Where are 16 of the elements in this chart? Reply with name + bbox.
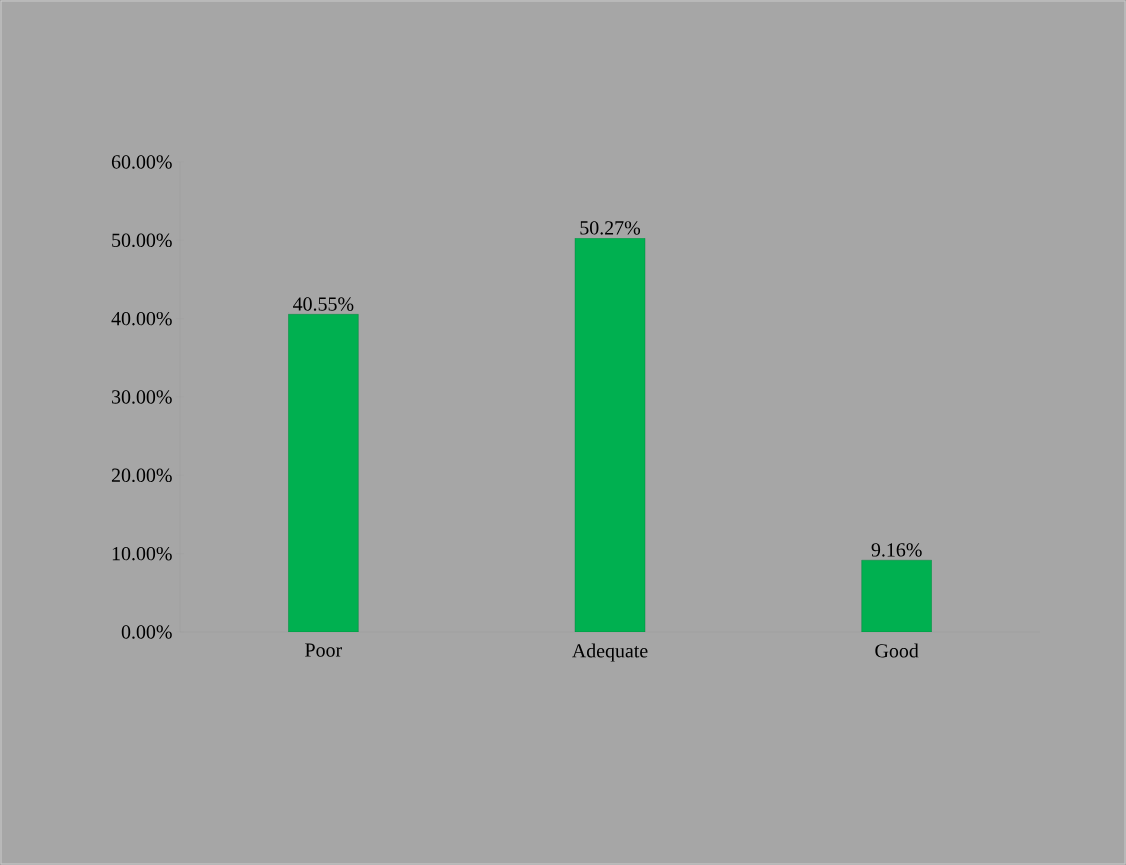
data-label: 50.27% bbox=[580, 221, 641, 235]
y-tick-label: 50.00% bbox=[112, 233, 172, 248]
x-tick-label: Poor bbox=[305, 643, 342, 657]
y-tick-label: 20.00% bbox=[111, 468, 172, 483]
x-tick-label: Adequate bbox=[572, 643, 648, 662]
bar bbox=[288, 314, 359, 632]
y-tick-label: 10.00% bbox=[112, 546, 172, 561]
bar bbox=[861, 560, 932, 632]
y-tick-label: 0.00% bbox=[121, 625, 172, 639]
x-tick-label: Good bbox=[875, 643, 919, 658]
y-tick-label: 60.00% bbox=[111, 155, 172, 169]
y-tick-label: 30.00% bbox=[112, 390, 172, 404]
data-label: 9.16% bbox=[871, 543, 922, 557]
data-label: 40.55% bbox=[293, 297, 354, 311]
y-tick-label: 40.00% bbox=[111, 311, 172, 326]
bar bbox=[574, 238, 646, 632]
